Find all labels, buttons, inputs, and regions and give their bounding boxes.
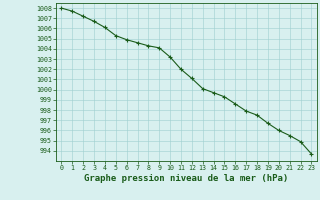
X-axis label: Graphe pression niveau de la mer (hPa): Graphe pression niveau de la mer (hPa) (84, 174, 289, 183)
